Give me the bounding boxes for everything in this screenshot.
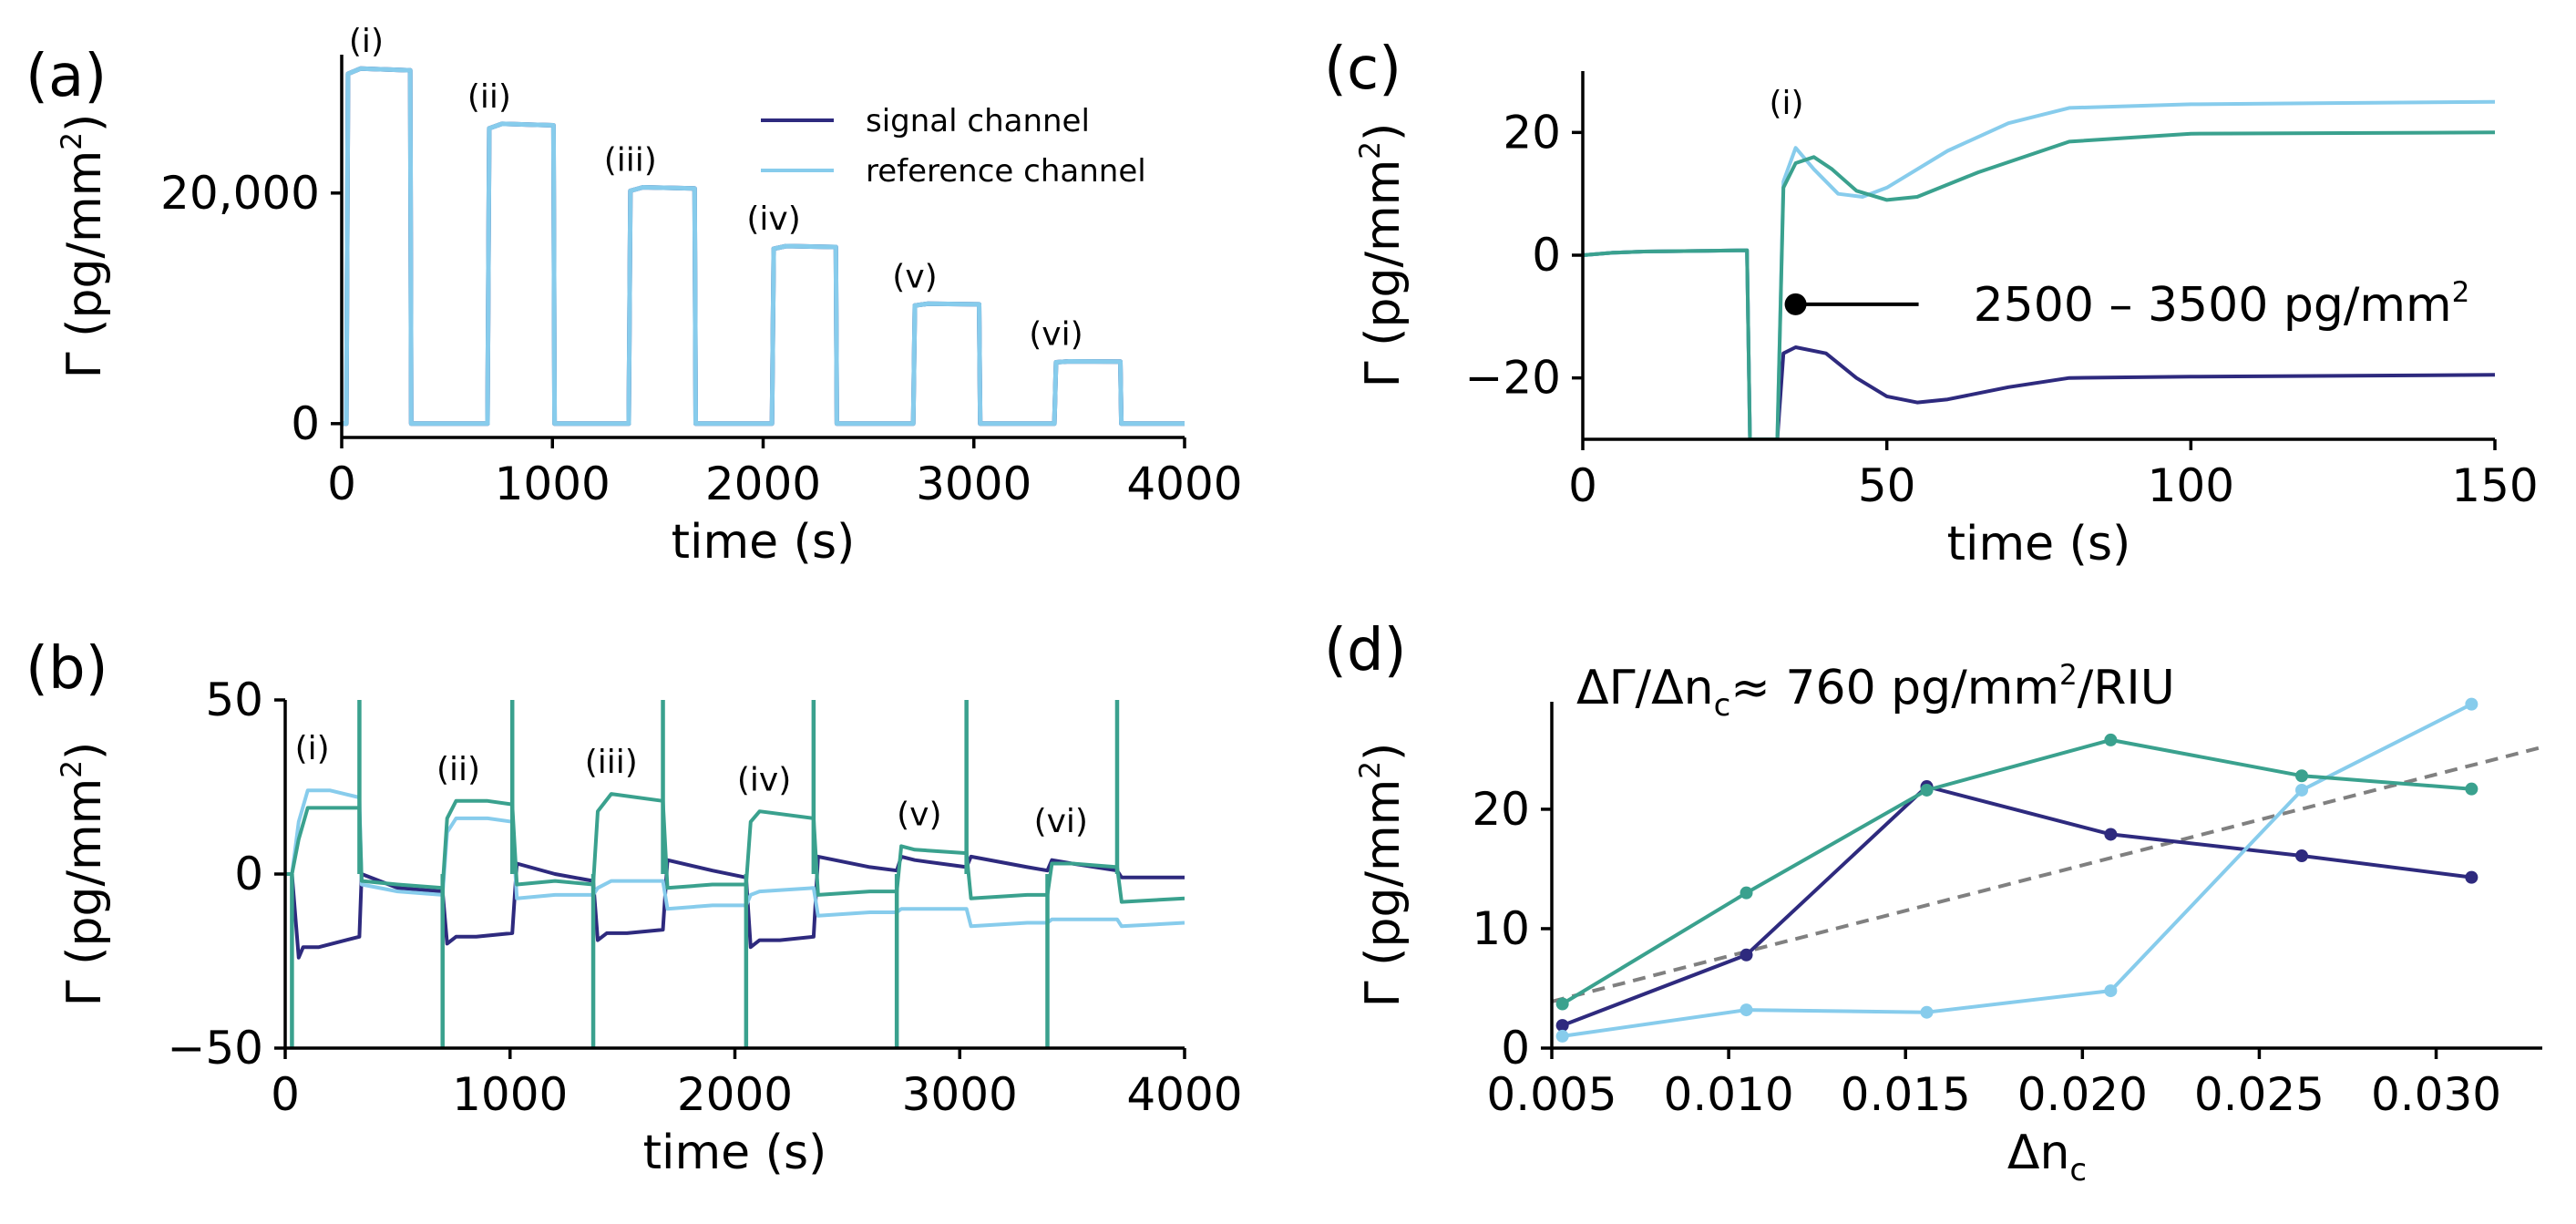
pulse-label: (i) [349,23,384,60]
legend-label-reference: reference channel [866,153,1146,190]
point-signal-channel [1740,948,1753,962]
point-difference [1920,783,1934,797]
y-tick-label: −20 [1464,352,1561,405]
y-tick-label: 50 [205,674,263,726]
annotation-text-d: ΔΓ/Δnc≈ 760 pg/mm2/RIU [1576,659,2175,724]
panel-a: (i) (ii) (iii) (iv) (v) (vi) 0 1000 2000 3000 4000… [26,23,1243,570]
x-tick-label: 0.015 [1841,1068,1971,1121]
series-signal-channel-d [1561,785,2472,1027]
x-tick-label: 0.020 [2017,1068,2148,1121]
pulse-label: (iv) [746,201,800,238]
plot-area-c [1583,99,2495,439]
series-difference-b [285,792,1185,904]
point-difference [1740,886,1753,900]
series-difference-c [1583,130,2495,439]
panel-b: (i) (ii) (iii) (iv) (v) (vi) 0 1000 2000 3000 4000… [26,635,1243,1180]
y-tick-label: 0 [1532,229,1561,282]
x-tick-label: 0.005 [1486,1068,1616,1121]
x-tick-label: 0.025 [2194,1068,2325,1121]
legend-label-signal: signal channel [866,103,1090,139]
plot-area-b [285,700,1185,1048]
fit-line-d [1552,745,2542,1003]
x-tick-label: 1000 [495,458,611,510]
pulse-label: (vi) [1029,316,1083,354]
x-tick-label: 0 [271,1068,300,1121]
panel-d: ΔΓ/Δnc≈ 760 pg/mm2/RIU 0.005 0.010 0.015 0.0… [1324,617,2542,1188]
y-axis-label-c: Γ (pg/mm2) [1354,123,1411,388]
x-axis-label-d: Δnc [2007,1126,2087,1188]
plot-area-d [1552,697,2542,1043]
x-axis-label-a: time (s) [672,515,856,570]
point-reference-channel [1555,1029,1569,1043]
x-tick-label: 100 [2148,459,2234,512]
x-tick-label: 3000 [916,458,1031,510]
panel-label-d: (d) [1324,617,1407,684]
x-tick-label: 0 [327,458,356,510]
step-label: (iii) [585,744,638,781]
x-tick-label: 4000 [1126,1068,1242,1121]
y-tick-label: 20 [1503,106,1561,159]
pulse-label: (v) [892,258,937,295]
point-signal-channel [1555,1019,1569,1033]
annotation-text-c: 2500 – 3500 pg/mm2 [1974,276,2470,333]
step-label: (i) [295,730,330,767]
y-tick-label: 0 [1501,1022,1530,1075]
y-tick-label: 0 [234,848,263,900]
point-reference-channel [1920,1005,1934,1019]
point-difference [1555,997,1569,1011]
step-label: (v) [897,797,941,834]
y-axis-label-d: Γ (pg/mm2) [1354,743,1411,1008]
y-axis-label-b: Γ (pg/mm2) [56,742,112,1007]
point-signal-channel [2465,870,2479,884]
x-tick-label: 2000 [677,1068,793,1121]
point-reference-channel [1740,1003,1753,1017]
point-signal-channel [2104,828,2118,841]
y-tick-label: 0 [291,397,320,450]
x-tick-label: 50 [1858,459,1916,512]
point-signal-channel [2295,849,2309,863]
x-tick-label: 1000 [452,1068,568,1121]
point-reference-channel [2465,697,2479,711]
x-tick-label: 2000 [705,458,821,510]
panel-label-a: (a) [26,43,107,110]
panel-label-b: (b) [26,635,108,703]
series-difference-d [1561,737,2472,1006]
y-axis-label-a: Γ (pg/mm2) [56,114,112,379]
step-label-c: (i) [1770,85,1804,122]
x-tick-label: 4000 [1126,458,1242,510]
x-tick-label: 0 [1568,459,1597,512]
point-difference [2104,733,2118,746]
x-tick-label: 3000 [902,1068,1018,1121]
x-tick-label: 150 [2451,459,2538,512]
pulse-label: (iii) [604,141,657,179]
point-difference [2295,769,2309,783]
x-axis-label-c: time (s) [1947,517,2131,571]
point-reference-channel [2295,783,2309,797]
step-label: (ii) [436,751,480,788]
pulse-label: (ii) [467,78,511,116]
y-tick-label: 20,000 [160,167,320,220]
panel-label-c: (c) [1324,36,1401,103]
point-difference [2465,782,2479,796]
x-tick-label: 0.010 [1664,1068,1794,1121]
series-reference-channel-b [285,788,1185,929]
step-label: (iv) [737,761,791,798]
y-tick-label: −50 [167,1022,263,1075]
panel-c: (i) 2500 – 3500 pg/mm2 0 50 100 150 −20 0 20 time… [1324,36,2539,571]
plot-area-a [342,66,1185,427]
point-reference-channel [2104,984,2118,998]
y-tick-label: 20 [1472,783,1530,836]
x-axis-label-b: time (s) [643,1126,827,1180]
series-reference-channel-a [342,66,1185,427]
step-label: (vi) [1034,803,1088,840]
x-tick-label: 0.030 [2371,1068,2501,1121]
y-tick-label: 10 [1472,902,1530,955]
series-reference-channel-d [1562,702,2473,1038]
